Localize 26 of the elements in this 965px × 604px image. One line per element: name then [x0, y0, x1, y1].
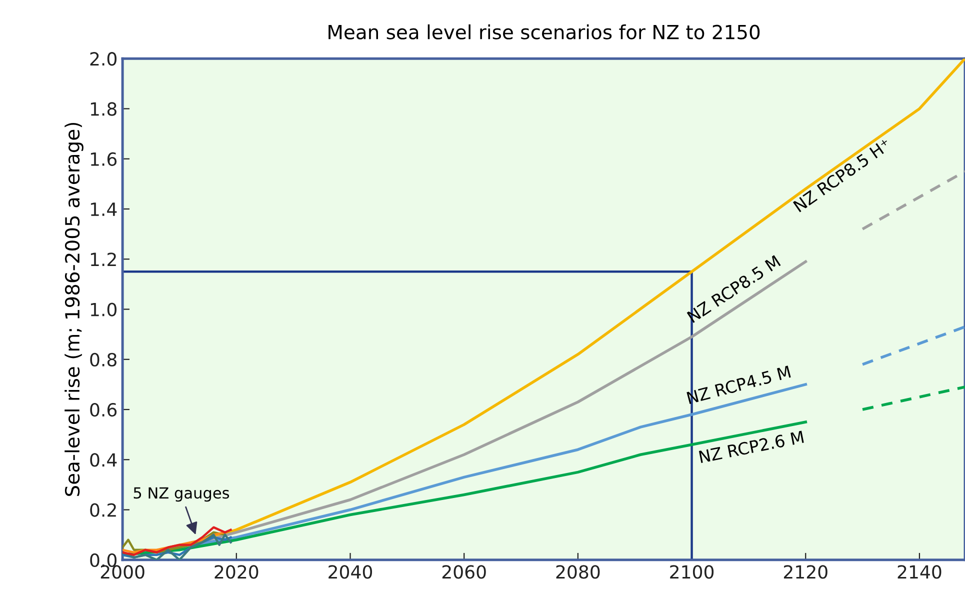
- annotation: NZ RCP2.6 M: [698, 430, 804, 464]
- y-tick-label: 1.4: [90, 202, 117, 216]
- y-tick-label: 2.0: [90, 52, 116, 66]
- annotation: NZ RCP4.5 M: [686, 365, 791, 404]
- line-series: [122, 526, 232, 556]
- y-tick-label: 0.6: [90, 402, 117, 417]
- y-tick-label: 1.2: [90, 252, 116, 266]
- y-tick-label: 0.0: [90, 553, 116, 568]
- y-tick-label: 1.0: [90, 302, 116, 316]
- y-tick-label: 0.4: [90, 453, 117, 467]
- x-tick-label: 2140: [898, 565, 942, 579]
- line-series: [122, 531, 226, 554]
- x-tick-label: 2060: [442, 565, 486, 579]
- y-tick-label: 1.8: [90, 102, 116, 116]
- chart-title: Mean sea level rise scenarios for NZ to 2150: [328, 24, 760, 40]
- y-tick-label: 0.2: [90, 503, 116, 517]
- x-tick-label: 2120: [784, 565, 828, 579]
- x-tick-label: 2100: [670, 565, 714, 579]
- y-tick-label: 1.6: [90, 152, 117, 166]
- x-tick-label: 2040: [328, 565, 372, 579]
- x-tick-label: 2000: [100, 565, 144, 579]
- x-tick-label: 2020: [214, 565, 258, 579]
- x-tick-label: 2080: [556, 565, 600, 579]
- annotation: 5 NZ gauges: [134, 487, 230, 502]
- y-axis-title: Sea-level rise (m; 1986-2005 average): [64, 122, 84, 496]
- y-tick-label: 0.8: [90, 352, 116, 366]
